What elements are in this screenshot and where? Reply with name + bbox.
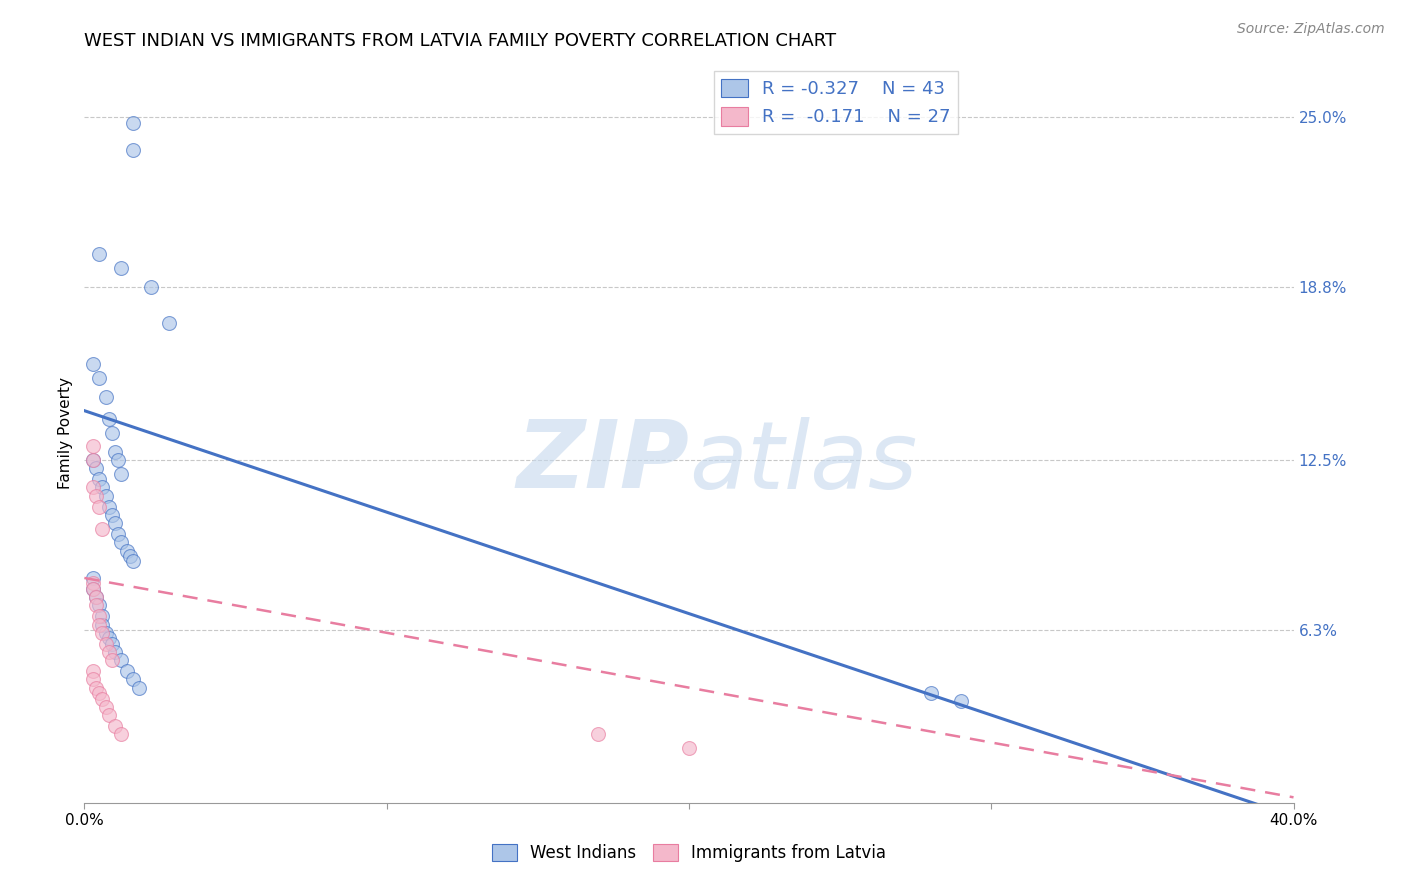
Point [89,500,111,514]
Point [94,489,117,503]
Point [94,625,117,640]
Point [91,609,114,624]
Point [121,673,143,687]
Point [97,412,120,426]
Point [82,673,104,687]
Point [91,522,114,536]
Point [86,681,108,695]
Point [82,480,104,494]
Point [110,653,132,667]
Point [82,439,104,453]
Point [107,527,129,541]
Point [91,480,114,494]
Point [128,681,150,695]
Point [100,425,122,440]
Point [104,719,127,733]
Point [89,472,111,486]
Point [110,535,132,549]
Point [678,741,700,756]
Point [89,371,111,385]
Point [100,508,122,522]
Point [110,261,132,276]
Point [82,576,104,591]
Point [97,500,120,514]
Point [100,653,122,667]
Point [121,554,143,568]
Point [86,599,108,613]
Point [82,571,104,585]
Point [86,590,108,604]
Point [82,582,104,596]
Point [588,727,610,741]
Point [97,708,120,723]
Point [97,632,120,646]
Text: ZIP: ZIP [516,417,689,508]
Point [100,637,122,651]
Point [89,617,111,632]
Point [82,453,104,467]
Point [97,645,120,659]
Point [950,694,973,708]
Point [94,699,117,714]
Point [118,549,141,563]
Point [157,316,180,330]
Point [94,390,117,404]
Point [107,453,129,467]
Point [121,116,143,130]
Point [115,664,138,678]
Point [86,489,108,503]
Point [91,691,114,706]
Point [139,280,162,294]
Point [86,590,108,604]
Point [91,625,114,640]
Point [89,686,111,700]
Point [115,543,138,558]
Point [104,445,127,459]
Point [104,516,127,530]
Point [91,617,114,632]
Point [104,645,127,659]
Text: Source: ZipAtlas.com: Source: ZipAtlas.com [1237,22,1385,37]
Y-axis label: Family Poverty: Family Poverty [58,376,73,489]
Point [82,357,104,371]
Legend: West Indians, Immigrants from Latvia: West Indians, Immigrants from Latvia [485,837,893,869]
Point [82,453,104,467]
Point [121,143,143,157]
Point [82,664,104,678]
Point [110,467,132,481]
Text: WEST INDIAN VS IMMIGRANTS FROM LATVIA FAMILY POVERTY CORRELATION CHART: WEST INDIAN VS IMMIGRANTS FROM LATVIA FA… [84,32,837,50]
Text: atlas: atlas [689,417,917,508]
Point [110,727,132,741]
Point [920,686,942,700]
Point [82,582,104,596]
Point [89,247,111,261]
Point [89,599,111,613]
Point [94,637,117,651]
Point [86,461,108,475]
Point [89,609,111,624]
